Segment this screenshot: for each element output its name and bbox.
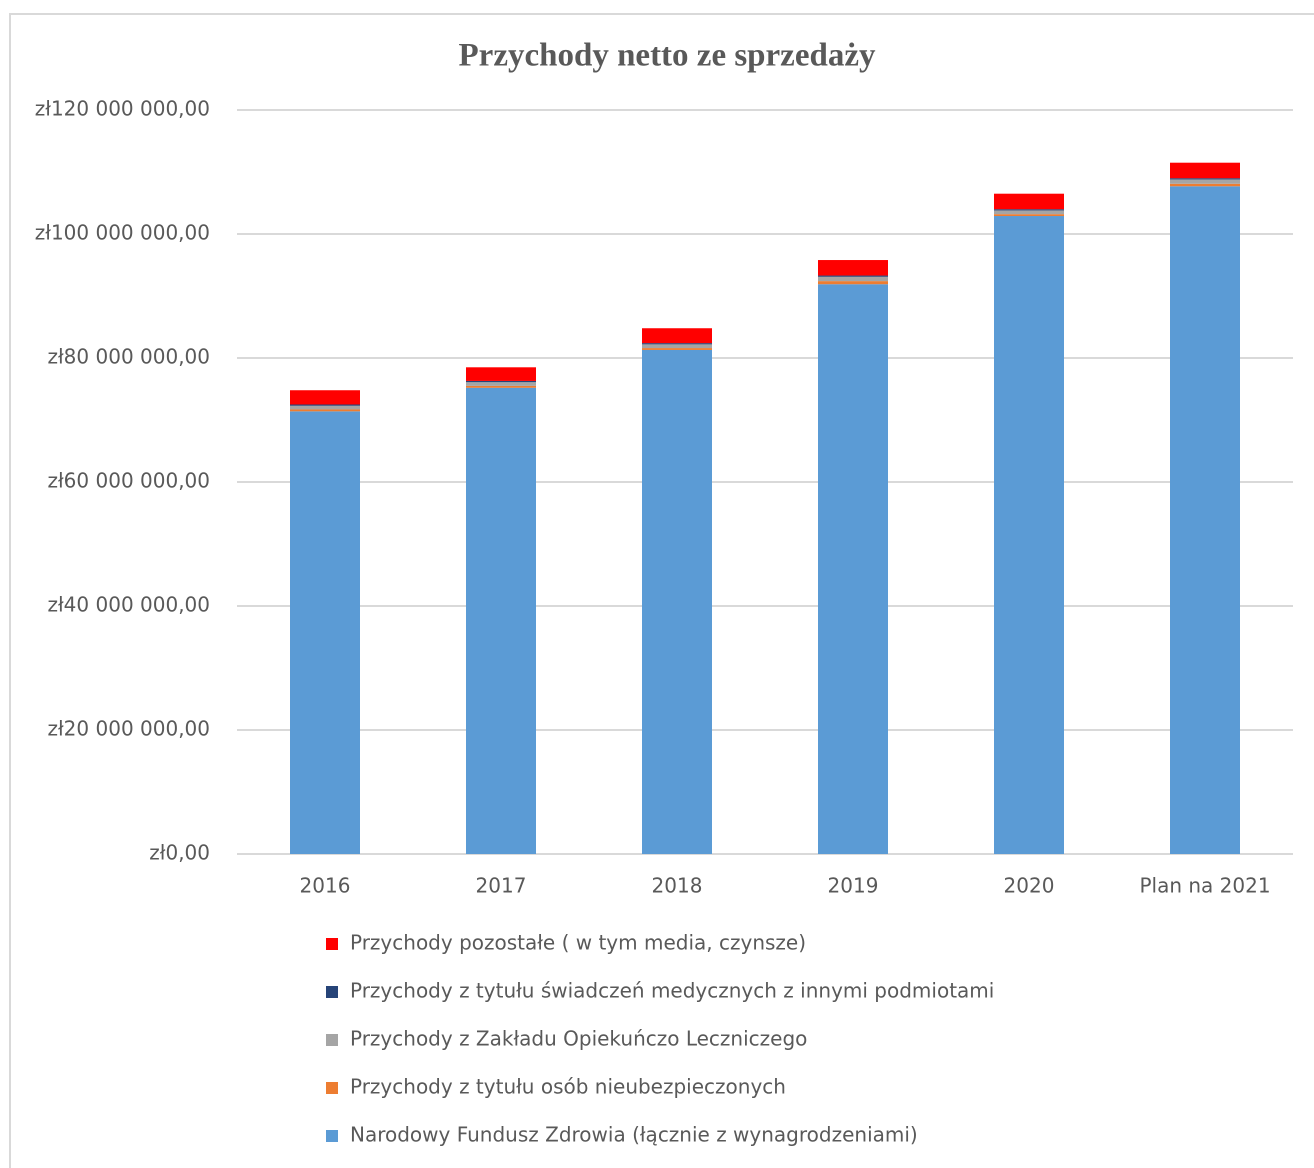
- legend-label: Przychody z tytułu osób nieubezpieczonyc…: [350, 1075, 786, 1099]
- bar-segment: [466, 380, 536, 383]
- bar-segment: [290, 404, 360, 406]
- y-tick-label: zł80 000 000,00: [48, 345, 211, 369]
- legend-swatch: [326, 1034, 338, 1046]
- legend-swatch: [326, 1130, 338, 1142]
- chart-title: Przychody netto ze sprzedaży: [459, 38, 876, 74]
- bar-segment: [290, 405, 360, 410]
- bar-segment: [1170, 183, 1240, 187]
- y-tick-label: zł120 000 000,00: [35, 97, 210, 121]
- bar-segment: [818, 284, 888, 855]
- bar-segment: [290, 411, 360, 854]
- legend-swatch: [326, 986, 338, 998]
- legend-label: Przychody pozostałe ( w tym media, czyns…: [350, 931, 806, 955]
- x-tick-label: 2016: [300, 874, 351, 898]
- bar-segment: [1170, 186, 1240, 854]
- bar-segment: [994, 193, 1064, 210]
- bar-segment: [994, 214, 1064, 217]
- bar-segment: [466, 382, 536, 386]
- legend-label: Narodowy Fundusz Zdrowia (łącznie z wyna…: [350, 1123, 918, 1147]
- x-tick-label: 2018: [652, 874, 703, 898]
- bar-segment: [1170, 179, 1240, 184]
- bar-segment: [818, 260, 888, 276]
- legend-label: Przychody z Zakładu Opiekuńczo Lecznicze…: [350, 1027, 807, 1051]
- y-tick-label: zł100 000 000,00: [35, 221, 210, 245]
- bar-segment: [466, 385, 536, 388]
- bar-segment: [642, 328, 712, 344]
- legend-swatch: [326, 938, 338, 950]
- bar-segment: [642, 349, 712, 854]
- bar-segment: [1170, 162, 1240, 179]
- y-tick-label: zł20 000 000,00: [48, 717, 211, 741]
- bar-segment: [290, 409, 360, 412]
- bar-segment: [642, 348, 712, 350]
- x-tick-label: 2017: [476, 874, 527, 898]
- bar-segment: [1170, 178, 1240, 180]
- bar-segment: [466, 387, 536, 854]
- bar-segment: [818, 275, 888, 277]
- x-tick-label: 2019: [828, 874, 879, 898]
- y-tick-label: zł0,00: [149, 841, 210, 865]
- legend-label: Przychody z tytułu świadczeń medycznych …: [350, 979, 994, 1003]
- bar-segment: [994, 209, 1064, 211]
- bar-segment: [466, 367, 536, 381]
- y-tick-label: zł60 000 000,00: [48, 469, 211, 493]
- bar-segment: [818, 276, 888, 282]
- bar-segment: [994, 210, 1064, 215]
- bar-segment: [290, 390, 360, 405]
- bar-segment: [642, 344, 712, 349]
- y-tick-label: zł40 000 000,00: [48, 593, 211, 617]
- bar-segment: [818, 281, 888, 285]
- legend-swatch: [326, 1082, 338, 1094]
- x-tick-label: 2020: [1004, 874, 1055, 898]
- x-tick-label: Plan na 2021: [1139, 874, 1270, 898]
- bar-segment: [994, 216, 1064, 854]
- bar-segment: [642, 343, 712, 345]
